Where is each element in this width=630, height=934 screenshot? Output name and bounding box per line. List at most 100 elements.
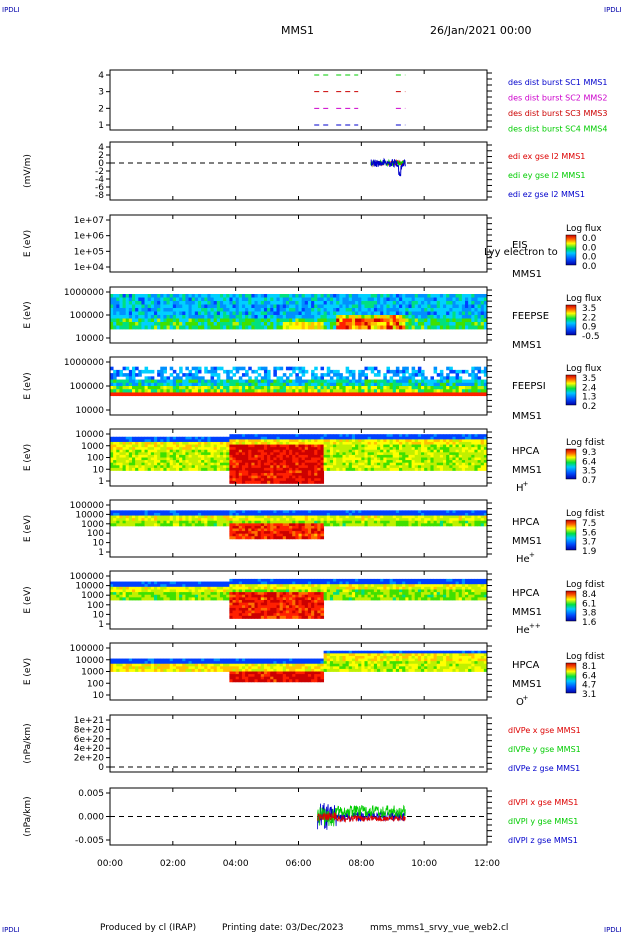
spectrogram-cell [282,478,287,482]
spectrogram-cell [282,460,287,464]
spectrogram-cell [172,447,177,451]
spectrogram-cell [314,439,318,443]
spectrogram-cell [380,294,384,298]
spectrogram-cell [373,452,378,456]
spectrogram-cell [345,467,350,471]
spectrogram-cell [364,457,369,461]
spectrogram-cell [298,475,303,479]
spectrogram-cell [295,441,299,445]
spectrogram-cell [285,452,290,456]
spectrogram-cell [254,325,259,330]
spectrogram-cell [399,462,403,466]
spectrogram-cell [461,386,466,390]
spectrogram-cell [251,525,255,529]
spectrogram-cell [455,311,460,316]
spectrogram-cell [314,528,318,532]
spectrogram-cell [477,379,482,384]
spectrogram-cell [128,322,133,326]
spectrogram-cell [295,480,299,484]
spectrogram-cell [150,318,155,323]
spectrogram-cell [110,518,114,522]
spectrogram-cell [204,515,208,519]
spectrogram-cell [443,441,447,445]
spectrogram-cell [408,382,412,387]
spectrogram-cell [219,439,224,443]
edi-series-line [370,157,406,177]
spectrogram-cell [270,389,274,393]
spectrogram-cell [254,301,259,305]
spectrogram-cell [427,447,431,451]
spectrogram-cell [163,520,167,524]
spectrogram-cell [342,520,347,524]
spectrogram-cell [175,441,180,445]
spectrogram-cell [179,325,183,330]
spectrogram-cell [229,439,233,443]
spectrogram-cell [289,389,293,393]
spectrogram-cell [367,315,372,319]
spectrogram-cell [270,467,274,471]
spectrogram-cell [131,457,136,461]
spectrogram-cell [135,447,139,451]
spectrogram-cell [210,444,215,448]
spectrogram-cell [323,382,328,387]
spectrogram-cell [433,379,438,384]
spectrogram-cell [194,389,199,393]
spectrogram-cell [329,301,334,305]
spectrogram-cell [373,444,378,448]
spectrogram-cell [122,318,127,323]
spectrogram-cell [260,452,265,456]
y-tick-label: -2 [95,167,104,177]
spectrogram-cell [449,454,453,458]
spectrogram-cell [468,297,472,302]
spectrogram-cell [273,441,277,445]
spectrogram-cell [421,382,425,387]
spectrogram-cell [125,441,130,445]
spectrogram-cell [219,325,224,330]
spectrogram-cell [276,294,281,298]
spectrogram-cell [175,376,180,380]
spectrogram-cell [245,389,249,393]
spectrogram-cell [483,520,488,524]
spectrogram-cell [119,373,123,377]
spectrogram-cell [238,297,243,302]
spectrogram-cell [197,325,202,330]
spectrogram-cell [436,389,441,393]
spectrogram-cell [389,308,394,312]
spectrogram-cell [480,389,485,393]
spectrogram-cell [361,441,365,445]
spectrogram-cell [351,369,356,374]
spectrogram-cell [314,460,318,464]
spectrogram-cell [383,386,387,390]
spectrogram-cell [361,297,365,302]
spectrogram-cell [279,475,284,479]
spectrogram-cell [188,460,193,464]
spectrogram-cell [182,373,186,377]
spectrogram-cell [307,531,312,535]
spectrogram-cell [292,457,296,461]
spectrogram-cell [392,512,397,516]
spectrogram-cell [207,304,211,309]
spectrogram-cell [270,325,274,330]
spectrogram-cell [235,392,240,397]
spectrogram-cell [477,311,482,316]
spectrogram-cell [119,447,123,451]
spectrogram-cell [282,457,287,461]
colorbar-title: Log flux [566,294,602,304]
spectrogram-cell [339,460,343,464]
spectrogram-cell [289,301,293,305]
spectrogram-cell [402,318,406,323]
spectrogram-cell [273,523,277,527]
spectrogram-cell [110,449,114,453]
spectrogram-cell [436,392,441,397]
spectrogram-cell [446,325,450,330]
spectrogram-cell [402,294,406,298]
spectrogram-cell [197,308,202,312]
spectrogram-cell [364,379,369,384]
spectrogram-cell [282,523,287,527]
spectrogram-cell [194,512,199,516]
spectrogram-cell [329,518,334,522]
spectrogram-cell [295,510,299,514]
spectrogram-cell [373,301,378,305]
spectrogram-cell [386,325,391,330]
spectrogram-cell [191,304,196,309]
